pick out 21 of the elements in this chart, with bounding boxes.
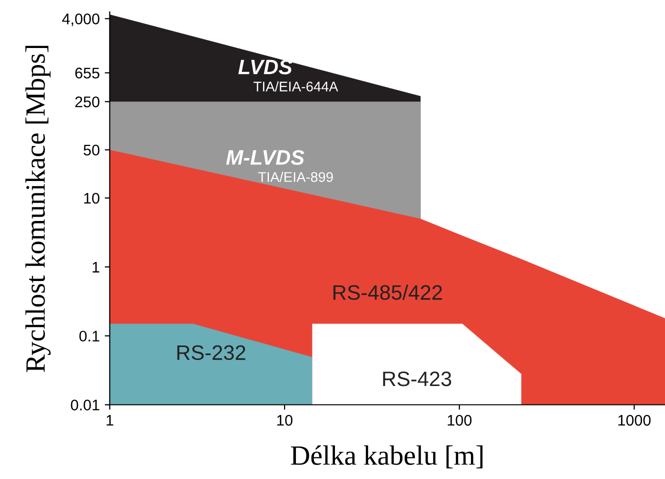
- x-tick-label: 100: [448, 414, 472, 426]
- y-tick-label: 4,000: [62, 14, 100, 26]
- annotation: TIA/EIA-644A: [254, 81, 338, 92]
- y-tick-label: 50: [84, 144, 100, 156]
- y-tick-label: 655: [75, 68, 100, 78]
- x-tick-label: 1000: [618, 414, 651, 426]
- x-tick-label: 10: [277, 414, 292, 426]
- series-label: M-LVDS: [226, 150, 304, 165]
- annotation: TIA/EIA-899: [258, 172, 333, 182]
- y-tick-label: 0.01: [70, 400, 100, 410]
- y-tick-label: 1: [92, 262, 100, 272]
- y-tick-label: 250: [75, 96, 100, 108]
- series-label: RS-485/422: [333, 284, 442, 300]
- y-tick-label: 10: [84, 192, 100, 204]
- y-axis-title: Rychlost komunikace [Mbps]: [25, 46, 51, 372]
- series-label: RS-423: [383, 371, 452, 386]
- x-axis-title: Délka kabelu [m]: [290, 445, 482, 468]
- y-tick-label: 0.1: [79, 330, 100, 342]
- series-label: RS-232: [177, 345, 246, 360]
- x-tick-label: 1: [106, 415, 114, 426]
- series-label: LVDS: [238, 60, 292, 74]
